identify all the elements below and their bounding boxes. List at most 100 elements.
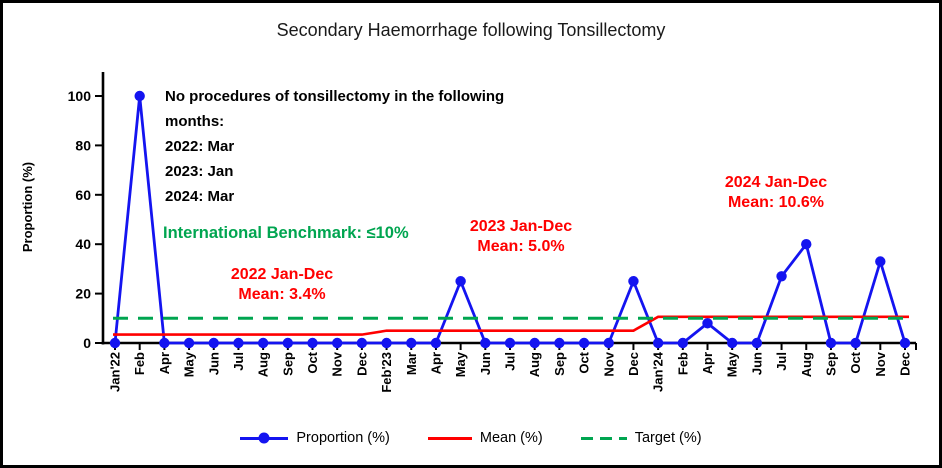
annotation-line: 2024: Mar [165,188,235,205]
x-tick-label: Apr [157,352,172,374]
x-tick-label: Jan'22 [108,352,123,392]
x-tick-label: Oct [305,351,320,373]
x-tick-label: Jun [478,352,493,375]
data-point-marker [480,337,491,349]
x-tick-label: Aug [256,352,271,377]
x-tick-label: Nov [873,351,888,376]
data-point-marker [603,337,614,349]
x-tick-label: Nov [330,351,345,376]
x-tick-label: Apr [700,352,715,374]
x-tick-label: Dec [626,352,641,376]
x-tick-label: Jul [231,352,246,371]
data-point-marker [257,337,269,349]
y-tick-label: 0 [83,335,91,351]
x-tick-label: Jul [774,352,789,371]
annotation-no-procedures: No procedures of tonsillectomy in the fo… [165,84,504,209]
annotation-benchmark: International Benchmark: ≤10% [163,224,409,242]
x-tick-label: Sep [823,352,838,376]
legend-label: Proportion (%) [296,430,390,446]
x-tick-label: Aug [527,352,542,377]
x-tick-label: Feb [132,352,147,375]
annotation-mean-2024: 2024 Jan-Dec Mean: 10.6% [696,173,856,213]
proportion-marker-dot [258,432,270,444]
data-point-marker [331,337,343,349]
legend-item-proportion: Proportion (%) [240,430,390,446]
x-tick-label: May [182,351,197,377]
x-tick-label: Mar [404,352,419,375]
x-tick-label: May [453,351,468,377]
x-tick-label: Nov [601,351,616,376]
data-point-marker [430,337,442,349]
x-tick-label: Dec [354,352,369,376]
target-line-swatch [580,436,627,440]
x-tick-label: Aug [799,352,814,377]
chart-legend: Proportion (%) Mean (%) Target (%) [3,423,939,453]
annotation-line: No procedures of tonsillectomy in the fo… [165,88,505,105]
data-point-marker [578,337,590,349]
x-tick-label: Jan'24 [651,351,666,392]
data-point-marker [751,337,763,349]
x-tick-label: Jun [206,352,221,375]
data-point-marker [159,337,170,349]
data-point-marker [109,337,121,349]
annotation-line: 2023 Jan-Dec [469,218,573,235]
data-point-marker [825,337,837,349]
data-point-marker [554,337,565,349]
data-point-marker [875,256,886,267]
data-point-marker [381,337,392,349]
data-point-marker [233,337,244,349]
annotation-line: months: [165,113,225,130]
data-point-marker [529,337,540,349]
data-point-marker [183,337,195,349]
data-point-marker [406,337,417,349]
data-point-marker [899,337,911,349]
annotation-line: Mean: 10.6% [727,194,825,211]
data-point-marker [702,318,713,329]
y-tick-label: 40 [75,236,91,252]
x-tick-label: Oct [577,351,592,373]
x-tick-label: Feb'23 [379,352,394,393]
data-point-marker [850,337,861,349]
chart-title: Secondary Haemorrhage following Tonsille… [276,20,666,40]
data-point-marker [282,337,294,349]
x-tick-label: Sep [280,352,295,376]
annotation-line: Mean: 3.4% [238,286,326,303]
proportion-line-swatch [240,432,289,444]
y-tick-label: 20 [75,286,91,302]
annotation-line: 2022 Jan-Dec [230,266,334,283]
x-tick-label: Jun [749,352,764,375]
data-point-marker [356,337,368,349]
data-point-marker [801,239,812,250]
annotation-line: 2023: Jan [165,163,234,180]
x-tick-label: Sep [552,352,567,376]
data-point-marker [677,337,689,349]
data-point-marker [208,337,219,349]
legend-label: Target (%) [634,430,702,446]
data-point-marker [628,276,639,287]
mean-line-swatch [427,436,472,440]
x-tick-label: Oct [848,351,863,373]
data-point-marker [726,337,738,349]
data-point-marker [776,271,787,282]
legend-label: Mean (%) [479,430,543,446]
data-point-marker [455,276,466,287]
x-tick-label: Apr [428,352,443,374]
y-tick-label: 80 [75,137,91,153]
annotation-line: 2022: Mar [165,138,235,155]
y-tick-label: 100 [68,88,92,104]
annotation-mean-2022: 2022 Jan-Dec Mean: 3.4% [207,265,357,305]
data-point-marker [652,337,664,349]
x-tick-label: Jul [503,352,518,371]
y-tick-label: 60 [75,187,91,203]
annotation-mean-2023: 2023 Jan-Dec Mean: 5.0% [446,217,596,257]
chart-canvas: 0 20 40 60 80 100 Jan'22 Feb Apr May Jun Jul Aug Sep O… [68,72,917,393]
x-tick-label: Feb [675,352,690,375]
data-point-marker [134,90,145,102]
x-tick-label: Dec [898,352,913,376]
annotation-line: 2024 Jan-Dec [724,174,828,191]
data-point-marker [307,337,318,349]
data-point-marker [504,337,516,349]
x-tick-label: May [725,351,740,377]
annotation-line: Mean: 5.0% [477,238,565,255]
